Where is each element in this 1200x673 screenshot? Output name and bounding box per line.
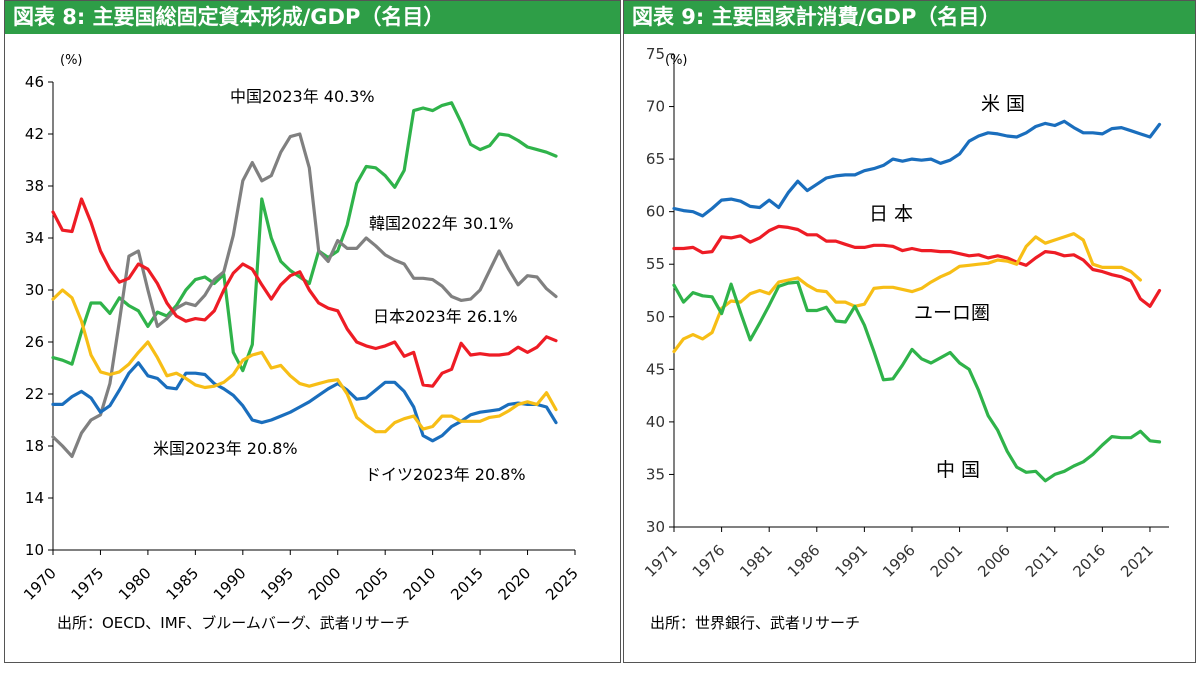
x-tick-label: 1995: [257, 564, 297, 604]
x-tick-label: 1971: [641, 541, 681, 581]
series-line-euro: [672, 232, 1142, 354]
series-label-china: 中 国: [936, 459, 980, 481]
y-tick-label: 38: [25, 177, 44, 195]
y-tick-label: 35: [646, 465, 665, 483]
x-tick-label: 2021: [1117, 541, 1157, 581]
y-tick-label: 45: [646, 360, 665, 378]
x-tick-label: 2011: [1022, 541, 1062, 581]
x-tick-label: 2016: [1069, 541, 1109, 581]
x-tick-label: 2006: [974, 541, 1014, 581]
series-label-korea: 韓国2022年 30.1%: [369, 214, 514, 233]
x-tick-label: 1991: [831, 541, 871, 581]
x-tick-label: 2020: [495, 564, 535, 604]
x-tick-label: 2005: [352, 564, 392, 604]
x-tick-label: 1985: [162, 564, 202, 604]
y-tick-label: 14: [25, 489, 44, 507]
y-tick-label: 10: [25, 541, 44, 559]
x-tick-label: 2010: [400, 564, 440, 604]
chart-panel-consumption: 図表 9: 主要国家計消費/GDP（名目） (%) 30 35 40 45 50 55 60 6…: [623, 0, 1196, 663]
x-tick-label: 2001: [927, 541, 967, 581]
x-tick-label: 1976: [689, 541, 729, 581]
series-line-japan: [672, 224, 1162, 308]
x-tick-label: 2000: [305, 564, 345, 604]
series-label-germany: ドイツ2023年 20.8%: [365, 465, 526, 484]
y-tick-label: 40: [646, 413, 665, 431]
x-tick-label: 1975: [68, 564, 108, 604]
x-tick-label: 1986: [784, 541, 824, 581]
series-line-germany: [51, 288, 558, 434]
y-tick-label: 34: [25, 229, 44, 247]
series-line-us: [672, 119, 1162, 218]
y-tick-label: 60: [646, 203, 665, 221]
y-tick-label: 75: [646, 45, 665, 63]
y-tick-label: 42: [25, 125, 44, 143]
x-tick-label: 1970: [20, 564, 60, 604]
y-tick-label: 55: [646, 255, 665, 273]
series-line-japan: [51, 197, 558, 388]
x-tick-label: 1980: [115, 564, 155, 604]
x-tick-label: 1996: [879, 541, 919, 581]
y-tick-label: 26: [25, 333, 44, 351]
series-label-us: 米国2023年 20.8%: [153, 439, 298, 458]
y-unit-label: (%): [60, 53, 83, 68]
series-label-china: 中国2023年 40.3%: [230, 87, 375, 106]
y-tick-label: 65: [646, 150, 665, 168]
chart-source: 出所：世界銀行、武者リサーチ: [650, 614, 861, 632]
series-line-korea: [51, 132, 558, 458]
chart-title: 図表 8: 主要国総固定資本形成/GDP（名目）: [5, 1, 620, 34]
series-label-us: 米 国: [981, 93, 1025, 115]
y-tick-label: 50: [646, 308, 665, 326]
series-line-china: [672, 280, 1162, 483]
x-tick-label: 2025: [542, 564, 582, 604]
x-tick-label: 1981: [736, 541, 776, 581]
x-tick-label: 2015: [447, 564, 487, 604]
y-tick-label: 30: [646, 518, 665, 536]
y-tick-label: 22: [25, 385, 44, 403]
chart-panel-gfcf: 図表 8: 主要国総固定資本形成/GDP（名目） (%) 10 14 18 22 26 30…: [4, 0, 621, 663]
y-tick-label: 70: [646, 98, 665, 116]
y-tick-label: 18: [25, 437, 44, 455]
x-tick-label: 1990: [210, 564, 250, 604]
chart-source: 出所：OECD、IMF、ブルームバーグ、武者リサーチ: [57, 614, 410, 632]
series-label-euro: ユーロ圏: [914, 302, 990, 324]
y-unit-label: (%): [665, 53, 688, 68]
chart-title: 図表 9: 主要国家計消費/GDP（名目）: [624, 1, 1195, 34]
y-tick-label: 46: [25, 73, 44, 91]
series-label-japan: 日本2023年 26.1%: [373, 307, 518, 326]
series-label-japan: 日 本: [869, 203, 913, 225]
series-line-us: [51, 361, 558, 443]
series-line-china: [51, 101, 558, 373]
y-tick-label: 30: [25, 281, 44, 299]
